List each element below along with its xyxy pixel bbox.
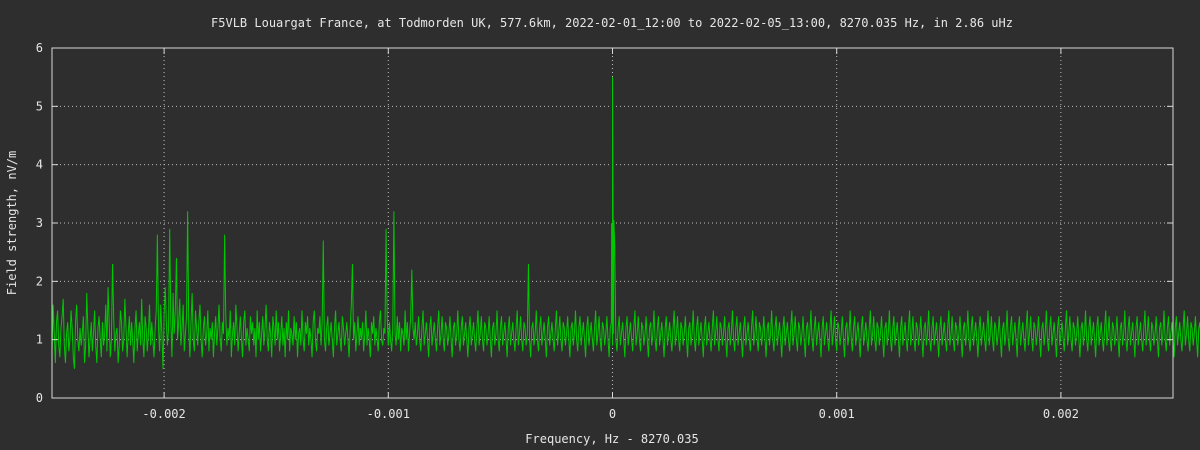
series-layer <box>51 77 1200 369</box>
y-tick-label: 1 <box>36 333 43 347</box>
tick-layer: 0 1 2 3 4 5 6 -0.002 -0.001 0 0.001 0.002 <box>36 41 1173 421</box>
x-tick-label: -0.002 <box>142 407 185 421</box>
series-line <box>51 77 1200 369</box>
y-tick-label: 4 <box>36 158 43 172</box>
y-axis-label: Field strength, nV/m <box>5 151 19 296</box>
x-tick-label: 0 <box>609 407 616 421</box>
y-tick-label: 2 <box>36 274 43 288</box>
y-tick-label: 5 <box>36 99 43 113</box>
x-axis-label: Frequency, Hz - 8270.035 <box>525 432 698 446</box>
x-tick-label: 0.002 <box>1043 407 1079 421</box>
y-tick-label: 3 <box>36 216 43 230</box>
x-tick-label: -0.001 <box>367 407 410 421</box>
x-tick-label: 0.001 <box>819 407 855 421</box>
y-tick-label: 0 <box>36 391 43 405</box>
chart-title: F5VLB Louargat France, at Todmorden UK, … <box>211 16 1013 30</box>
y-tick-label: 6 <box>36 41 43 55</box>
